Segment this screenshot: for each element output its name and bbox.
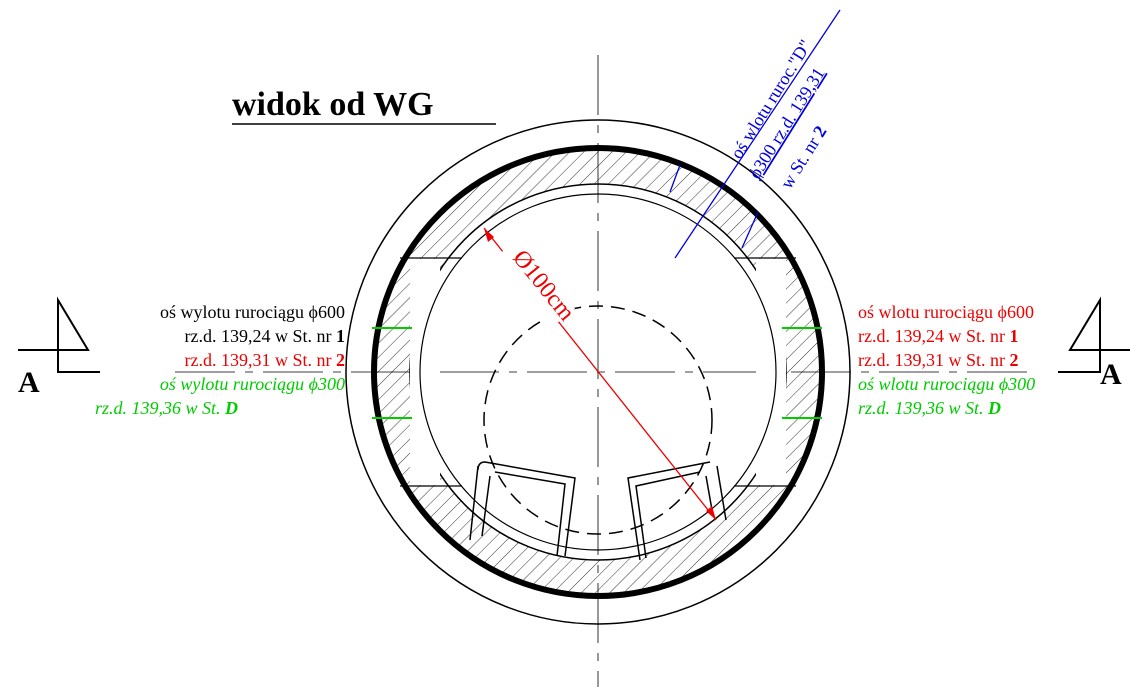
label: rz.d. 139,24 w St. nr 1 [858,326,1019,346]
label: oś wlotu rurociągu ϕ600 [858,302,1034,322]
text: rz.d. 139,31 w St. nr [858,350,1005,370]
side-blocks [400,257,796,487]
label: oś wlotu rurociągu ϕ300 [858,374,1035,394]
dashed-circle [483,305,713,535]
text-bold: 1 [336,326,345,346]
text: oś wylotu rurociągu ϕ300 [160,374,345,394]
text: oś wlotu rurociągu ϕ300 [858,374,1035,394]
section-marker: A [18,366,40,399]
text-bold: 1 [1010,326,1019,346]
text-bold: D [987,398,1001,418]
left-labels: oś wylotu rurociągu ϕ600 rz.d. 139,24 w … [95,302,345,418]
text: rz.d. 139,24 w St. nr [185,326,332,346]
inlet-d-lines [669,9,841,259]
label: rz.d. 139,36 w St. D [95,398,238,418]
right-labels: oś wlotu rurociągu ϕ600 rz.d. 139,24 w S… [858,302,1035,418]
green-marks [372,327,822,419]
text: rz.d. 139,36 w St. [95,398,221,418]
label: rz.d. 139,31 w St. nr 2 [185,350,346,370]
label: rz.d. 139,31 w St. nr 2 [858,350,1019,370]
label: oś wylotu rurociągu ϕ300 [160,374,345,394]
inner-circle-2 [419,193,777,551]
label: rz.d. 139,36 w St. D [858,398,1001,418]
text: rz.d. 139,24 w St. nr [858,326,1005,346]
text-bold: 2 [336,350,345,370]
section-marker: A [1100,358,1122,391]
text: rz.d. 139,36 w St. [858,398,984,418]
steps [469,461,727,561]
dimension-bg [495,238,575,328]
text: oś wlotu rurociągu ϕ600 [858,302,1034,322]
right-block [756,259,786,485]
text: oś wylotu rurociągu ϕ600 [160,302,345,322]
left-block [410,259,440,485]
label: oś wylotu rurociągu ϕ600 [160,302,345,322]
text-bold: 2 [809,122,831,140]
text: rz.d. 139,31 w St. nr [185,350,332,370]
text-bold: D [224,398,238,418]
thick-circle [371,145,825,599]
outer-circle [345,119,851,625]
title: widok od WG [232,86,434,123]
text-bold: 2 [1010,350,1019,370]
section-marks [18,296,1130,373]
label: rz.d. 139,24 w St. nr 1 [185,326,346,346]
